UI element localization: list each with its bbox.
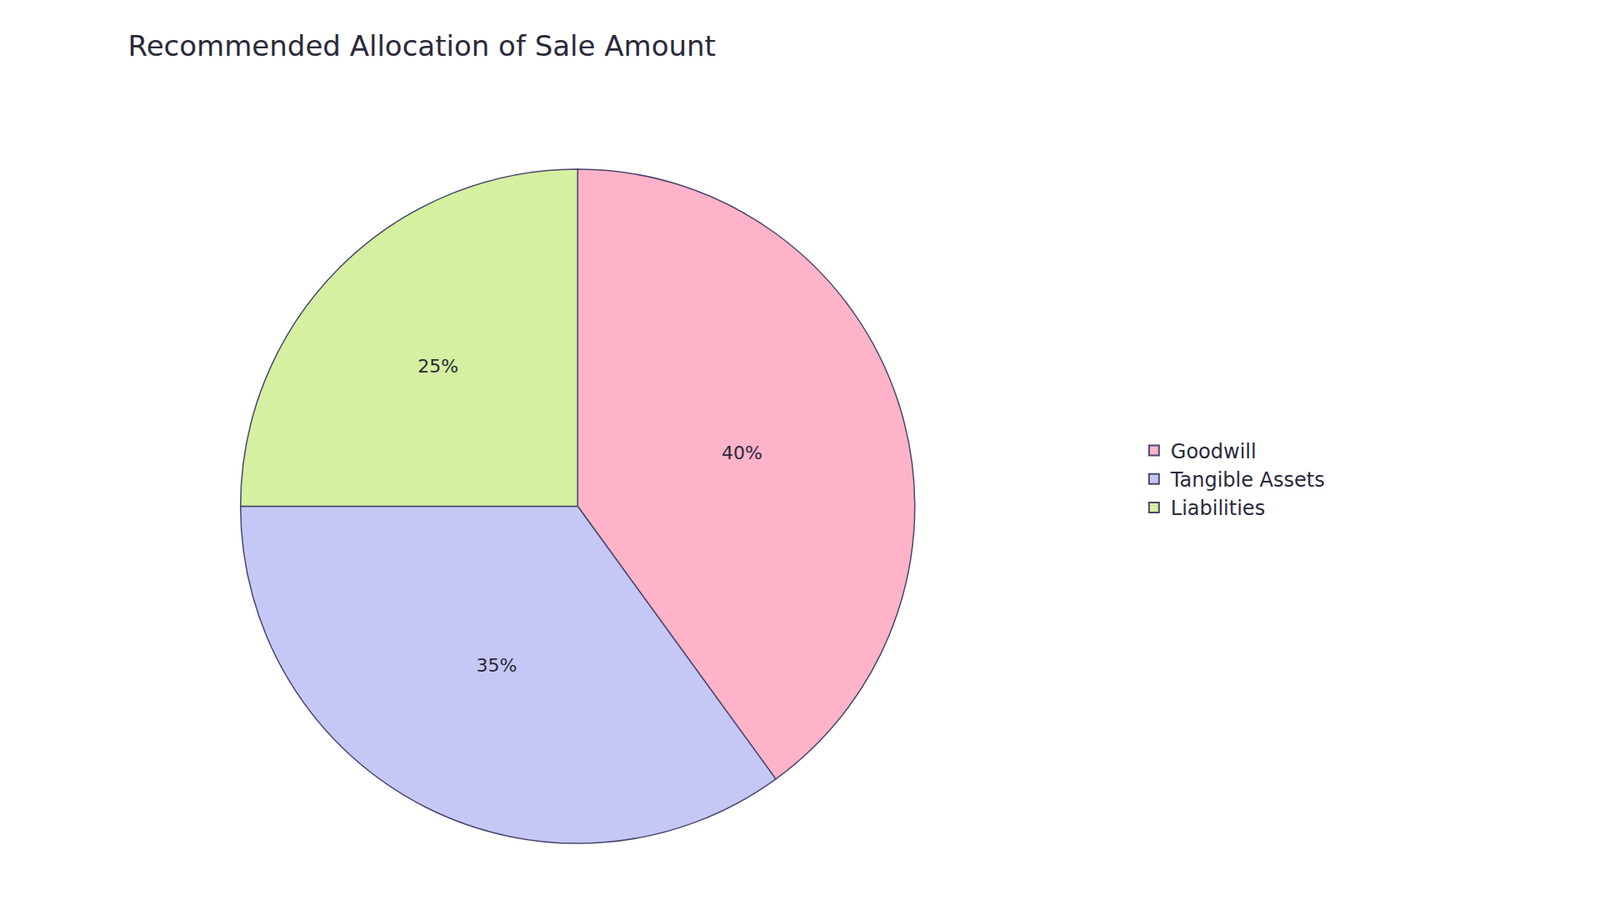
svg-text:Goodwill: Goodwill [1170, 440, 1257, 464]
svg-text:40%: 40% [721, 442, 763, 464]
svg-text:Recommended Allocation of Sale: Recommended Allocation of Sale Amount [128, 29, 716, 63]
svg-text:Tangible Assets: Tangible Assets [1170, 468, 1325, 492]
svg-text:Liabilities: Liabilities [1170, 496, 1265, 520]
svg-text:35%: 35% [476, 655, 518, 676]
svg-text:25%: 25% [417, 355, 459, 377]
